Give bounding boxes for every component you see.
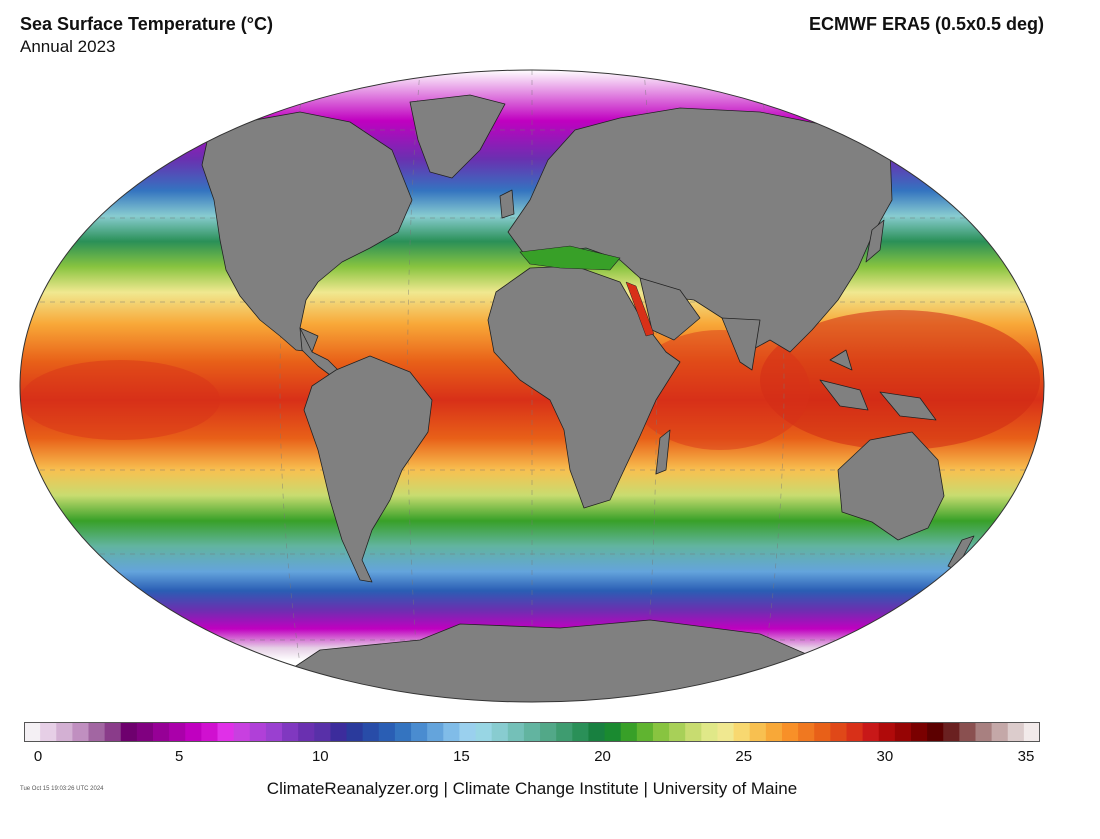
colorbar-swatch	[169, 722, 186, 742]
colorbar-swatch	[443, 722, 461, 742]
data-source: ECMWF ERA5 (0.5x0.5 deg)	[808, 14, 1044, 34]
colorbar-swatch	[975, 722, 993, 742]
colorbar-swatch	[120, 722, 138, 742]
british-isles	[499, 189, 515, 219]
colorbar-swatch	[298, 722, 315, 742]
colorbar-swatch	[491, 722, 509, 742]
colorbar-swatch	[40, 722, 57, 742]
southeast-asia-islands	[819, 349, 937, 421]
arabia-india	[639, 277, 761, 371]
colorbar-swatch	[346, 722, 364, 742]
colorbar-swatch	[56, 722, 73, 742]
colorbar-swatch	[556, 722, 573, 742]
east-pacific-warm-pool	[20, 360, 220, 440]
greenland	[409, 94, 506, 179]
colorbar-swatch	[136, 722, 154, 742]
colorbar-swatch	[910, 722, 928, 742]
colorbar-swatch	[943, 722, 960, 742]
colorbar-swatch	[282, 722, 299, 742]
colorbar-swatch	[636, 722, 654, 742]
colorbar-tick-label: 15	[453, 748, 470, 765]
colorbar-swatch	[572, 722, 590, 742]
colorbar-swatch	[265, 722, 283, 742]
colorbar-swatch	[830, 722, 848, 742]
colorbar-swatch	[523, 722, 541, 742]
colorbar-swatch	[427, 722, 444, 742]
colorbar-swatch	[652, 722, 670, 742]
eurasia	[507, 107, 893, 353]
colorbar-tick-label: 25	[735, 748, 753, 765]
colorbar-swatch	[959, 722, 977, 742]
colorbar-swatch	[717, 722, 735, 742]
mediterranean-sea	[519, 245, 621, 271]
colorbar-swatch	[1023, 722, 1040, 742]
colorbar-swatch	[394, 722, 412, 742]
madagascar	[655, 429, 671, 475]
colorbar-swatch	[685, 722, 702, 742]
colorbar-swatch	[249, 722, 267, 742]
colorbar-swatch	[201, 722, 219, 742]
colorbar-swatch	[765, 722, 783, 742]
colorbar-swatch	[733, 722, 751, 742]
colorbar-swatch	[669, 722, 686, 742]
colorbar-tick-label: 0	[33, 748, 43, 765]
colorbar-tick-label: 5	[174, 748, 184, 765]
colorbar-border	[24, 722, 1040, 742]
north-america	[201, 111, 413, 353]
colorbar-swatch	[153, 722, 170, 742]
colorbar-tick-label: 20	[594, 748, 611, 765]
colorbar	[24, 722, 1040, 742]
credits-line: ClimateReanalyzer.org | Climate Change I…	[266, 779, 798, 798]
colorbar-swatch	[314, 722, 332, 742]
colorbar-swatch	[411, 722, 428, 742]
colorbar-swatch	[362, 722, 380, 742]
colorbar-swatch	[459, 722, 477, 742]
colorbar-swatch	[894, 722, 912, 742]
colorbar-swatch	[540, 722, 557, 742]
colorbar-swatch	[475, 722, 493, 742]
colorbar-swatch	[588, 722, 606, 742]
south-america	[303, 355, 433, 583]
colorbar-tick-label: 30	[876, 748, 894, 765]
colorbar-swatch	[620, 722, 638, 742]
world-map	[19, 69, 1045, 703]
colorbar-swatch	[104, 722, 122, 742]
colorbar-swatch	[701, 722, 719, 742]
colorbar-swatch	[217, 722, 235, 742]
red-sea	[625, 281, 655, 337]
colorbar-swatch	[604, 722, 622, 742]
colorbar-swatch	[846, 722, 864, 742]
colorbar-swatch	[814, 722, 831, 742]
colorbar-swatch	[798, 722, 815, 742]
map-period: Annual 2023	[20, 37, 116, 56]
colorbar-swatch	[862, 722, 880, 742]
japan	[865, 219, 885, 263]
colorbar-swatch	[927, 722, 944, 742]
colorbar-swatch	[507, 722, 525, 742]
colorbar-tick-label: 35	[1017, 748, 1035, 765]
colorbar-tick-label: 10	[311, 748, 329, 765]
colorbar-swatch	[185, 722, 202, 742]
colorbar-swatch	[781, 722, 799, 742]
colorbar-swatch	[233, 722, 251, 742]
map-title: Sea Surface Temperature (°C)	[20, 14, 273, 34]
colorbar-swatch	[330, 722, 348, 742]
colorbar-swatch	[88, 722, 106, 742]
colorbar-swatch	[24, 722, 41, 742]
map-border	[19, 69, 1045, 703]
land-masses	[201, 94, 975, 702]
colorbar-swatch	[878, 722, 896, 742]
colorbar-swatch	[1007, 722, 1025, 742]
colorbar-swatch	[749, 722, 767, 742]
africa	[487, 265, 681, 509]
australia	[837, 431, 945, 541]
render-timestamp: Tue Oct 15 19:03:26 UTC 2024	[20, 786, 104, 792]
west-pacific-warm-pool	[760, 310, 1040, 450]
colorbar-swatch	[991, 722, 1009, 742]
colorbar-swatch	[378, 722, 396, 742]
colorbar-swatch	[72, 722, 90, 742]
